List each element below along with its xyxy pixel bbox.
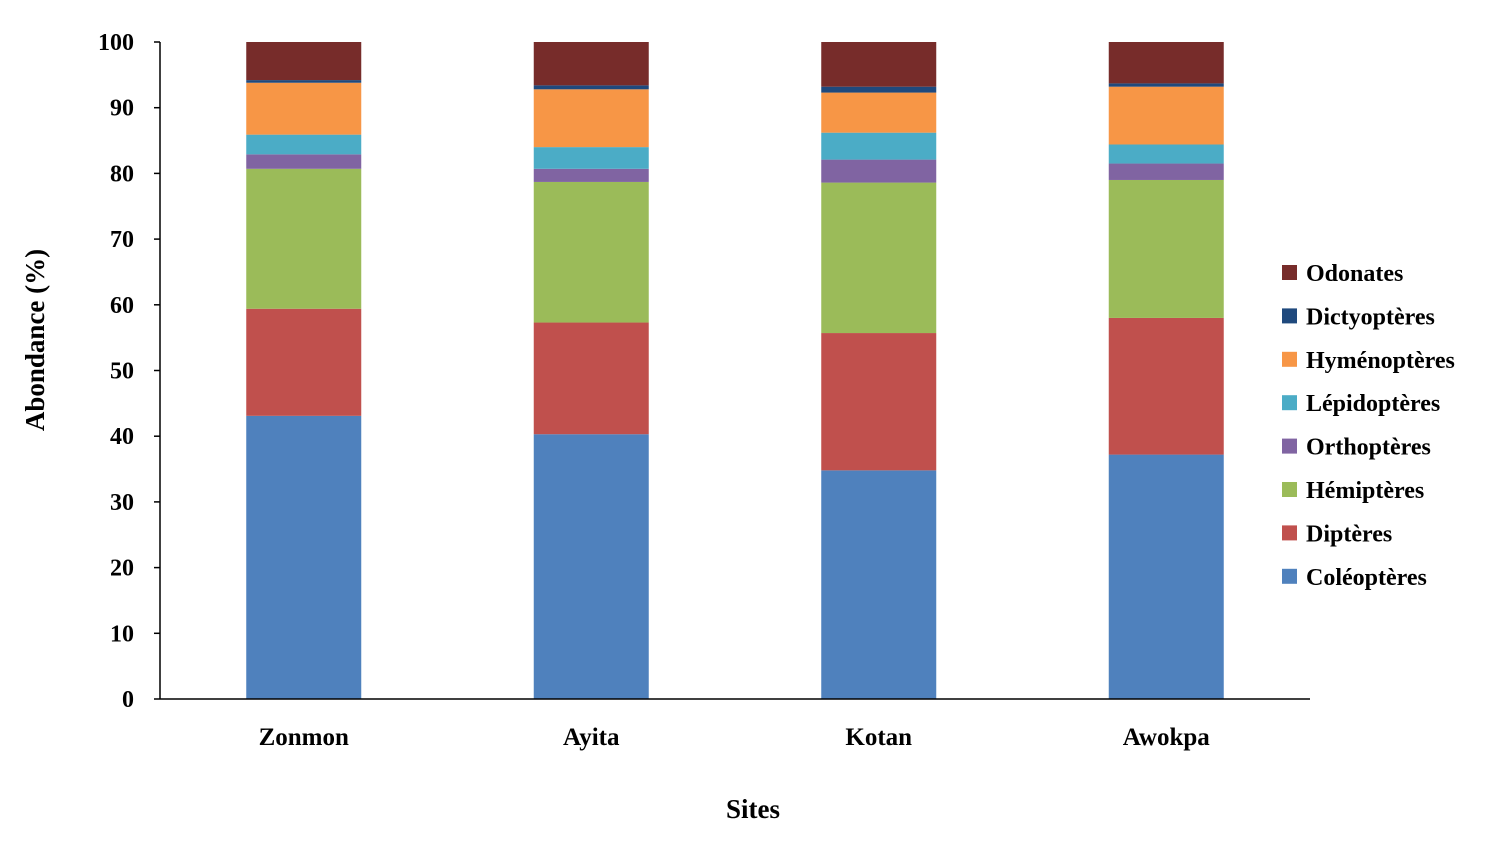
legend-label: Coléoptères xyxy=(1306,565,1427,591)
bar-segment-kotan-6 xyxy=(821,86,937,93)
x-category-label: Awokpa xyxy=(1123,724,1211,751)
y-axis-ticks: 0 10 20 30 40 50 60 70 80 90 100 xyxy=(98,30,160,713)
bar-segment-awokpa-2 xyxy=(1108,179,1224,318)
y-tick-label: 100 xyxy=(98,30,134,56)
bar-segment-kotan-5 xyxy=(821,92,937,133)
y-tick-label: 40 xyxy=(110,424,134,450)
bar-segment-kotan-3 xyxy=(821,159,937,183)
bar-segment-awokpa-5 xyxy=(1108,86,1224,145)
y-tick-label: 70 xyxy=(110,227,134,253)
y-tick-label: 50 xyxy=(110,359,134,385)
y-axis-title: Abondance (%) xyxy=(20,249,50,431)
bar-segment-awokpa-6 xyxy=(1108,83,1224,87)
bar-segment-kotan-4 xyxy=(821,132,937,160)
bar-segment-zonmon-5 xyxy=(246,82,362,135)
bar-segment-kotan-2 xyxy=(821,182,937,334)
bar-segment-ayita-2 xyxy=(533,181,649,323)
legend-swatch xyxy=(1282,568,1297,584)
legend-swatch xyxy=(1282,351,1297,367)
bar-segment-ayita-3 xyxy=(533,168,649,182)
bar-segment-zonmon-6 xyxy=(246,80,362,83)
y-tick-label: 80 xyxy=(110,161,134,187)
x-axis-title: Sites xyxy=(726,794,780,824)
legend-label: Hémiptères xyxy=(1306,478,1424,504)
legend-swatch xyxy=(1282,525,1297,541)
bars-group xyxy=(246,42,1224,699)
bar-segment-zonmon-1 xyxy=(246,308,362,416)
bar-segment-awokpa-3 xyxy=(1108,163,1224,180)
x-category-label: Kotan xyxy=(845,724,912,751)
bar-segment-ayita-5 xyxy=(533,89,649,148)
y-tick-label: 10 xyxy=(110,621,134,647)
legend-swatch xyxy=(1282,265,1297,280)
legend-swatch xyxy=(1282,395,1297,411)
legend-label: Hyménoptères xyxy=(1306,348,1455,374)
legend-label: Diptères xyxy=(1306,521,1392,547)
bar-segment-awokpa-7 xyxy=(1108,42,1224,84)
bar-segment-kotan-7 xyxy=(821,42,937,87)
legend-label: Odonates xyxy=(1306,261,1403,287)
x-category-label: Zonmon xyxy=(259,724,349,751)
bar-segment-ayita-4 xyxy=(533,147,649,169)
legend-swatch xyxy=(1282,482,1297,497)
x-axis-category-labels: Zonmon Ayita Kotan Awokpa xyxy=(259,724,1211,751)
bar-segment-ayita-6 xyxy=(533,85,649,90)
bar-segment-zonmon-2 xyxy=(246,168,362,309)
bar-segment-kotan-0 xyxy=(821,470,937,699)
bar-segment-zonmon-4 xyxy=(246,134,362,155)
x-category-label: Ayita xyxy=(563,724,620,751)
bar-segment-kotan-1 xyxy=(821,333,937,471)
legend-label: Orthoptères xyxy=(1306,435,1431,461)
y-tick-label: 90 xyxy=(110,96,134,122)
bar-segment-awokpa-1 xyxy=(1108,317,1224,455)
legend-label: Dictyoptères xyxy=(1306,304,1435,330)
legend: Odonates Dictyoptères Hyménoptères Lépidopt… xyxy=(1282,261,1455,591)
bar-segment-zonmon-0 xyxy=(246,415,362,699)
bar-segment-ayita-7 xyxy=(533,42,649,86)
bar-segment-zonmon-3 xyxy=(246,154,362,169)
bar-segment-awokpa-4 xyxy=(1108,144,1224,164)
legend-label: Lépidoptères xyxy=(1306,391,1440,417)
y-tick-label: 20 xyxy=(110,556,134,582)
bar-segment-ayita-1 xyxy=(533,322,649,435)
bar-segment-ayita-0 xyxy=(533,434,649,699)
legend-swatch xyxy=(1282,308,1297,324)
y-tick-label: 30 xyxy=(110,490,134,516)
y-tick-label: 60 xyxy=(110,293,134,319)
bar-segment-awokpa-0 xyxy=(1108,454,1224,699)
legend-swatch xyxy=(1282,438,1297,454)
bar-segment-zonmon-7 xyxy=(246,42,362,81)
y-tick-label: 0 xyxy=(122,687,134,713)
